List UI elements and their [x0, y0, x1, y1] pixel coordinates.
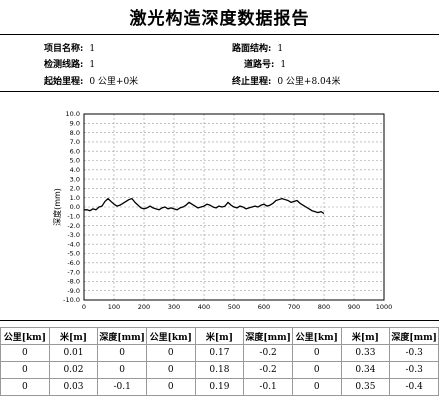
- depth-data-table: 公里[km] 米[m] 深度[mm] 公里[km] 米[m] 深度[mm] 公里[km] 米[…: [0, 327, 439, 396]
- x-tick-label: 800: [318, 303, 330, 311]
- table-cell: 0: [145, 361, 196, 379]
- table-cell: 0: [0, 361, 50, 379]
- table-cell: -0.1: [97, 378, 147, 396]
- y-tick-label: -2.0: [67, 222, 80, 230]
- table-row: 0 0.02 0 0 0.18 -0.2 0 0.34 -0.3: [0, 361, 439, 379]
- y-tick-label: 9.0: [70, 120, 80, 128]
- y-tick-label: 6.0: [70, 147, 80, 155]
- y-tick-label: -9.0: [67, 287, 80, 295]
- table-cell: 0: [291, 361, 342, 379]
- table-cell: 0.18: [194, 361, 245, 379]
- x-tick-label: 200: [138, 303, 150, 311]
- x-tick-label: 1000: [376, 303, 393, 311]
- table-cell: -0.3: [389, 361, 439, 379]
- lane-number-label: 道路号:: [244, 60, 275, 70]
- detection-line-label: 检测线路:: [44, 60, 84, 70]
- project-name-label: 项目名称:: [44, 44, 84, 54]
- x-tick-label: 100: [108, 303, 120, 311]
- y-tick-label: 2.0: [70, 185, 80, 193]
- column-header: 公里[km]: [291, 327, 342, 345]
- y-tick-label: -3.0: [67, 231, 80, 239]
- start-mileage-value: 0 公里+0米: [89, 77, 139, 87]
- y-tick-label: 10.0: [66, 110, 80, 118]
- y-tick-label: 1.0: [70, 194, 80, 202]
- table-cell: 0: [291, 378, 342, 396]
- table-cell: 0: [97, 344, 147, 362]
- road-structure-value: 1: [277, 44, 284, 54]
- x-tick-label: 500: [228, 303, 240, 311]
- column-header: 米[m]: [194, 327, 245, 345]
- road-structure-field: 路面结构: 1: [232, 41, 283, 54]
- end-mileage-field: 终止里程: 0 公里+8.04米: [232, 74, 341, 87]
- table-cell: 0.03: [48, 378, 99, 396]
- column-header: 公里[km]: [145, 327, 196, 345]
- y-tick-label: 0.0: [70, 203, 80, 211]
- x-tick-label: 600: [258, 303, 270, 311]
- table-cell: -0.2: [243, 344, 293, 362]
- info-divider: [0, 91, 439, 92]
- y-axis-label: 深度(mm): [52, 188, 62, 226]
- table-cell: -0.4: [389, 378, 439, 396]
- chart-divider: [0, 320, 439, 321]
- column-header: 深度[mm]: [97, 327, 147, 345]
- report-title: 激光构造深度数据报告: [129, 9, 310, 29]
- detection-line-field: 检测线路: 1: [44, 57, 95, 70]
- x-tick-label: 400: [198, 303, 210, 311]
- y-tick-label: 7.0: [70, 138, 80, 146]
- column-header: 深度[mm]: [243, 327, 293, 345]
- depth-line-chart: 10.0 9.08.07.06.0 5.04.03.0 2.01.00.0 -1.0-2…: [52, 110, 393, 311]
- x-tick-label: 700: [288, 303, 300, 311]
- column-header: 米[m]: [48, 327, 99, 345]
- table-cell: 0.02: [48, 361, 99, 379]
- y-tick-label: -1.0: [67, 213, 80, 221]
- start-mileage-field: 起始里程: 0 公里+0米: [44, 74, 138, 87]
- table-cell: 0.35: [340, 378, 391, 396]
- end-mileage-value: 0 公里+8.04米: [277, 77, 341, 87]
- road-structure-label: 路面结构:: [232, 44, 272, 54]
- x-tick-label: 900: [348, 303, 360, 311]
- table-row: 0 0.03 -0.1 0 0.19 -0.1 0 0.35 -0.4: [0, 378, 439, 396]
- project-name-value: 1: [89, 44, 96, 54]
- y-tick-label: 8.0: [70, 129, 80, 137]
- title-divider: [0, 34, 439, 35]
- table-cell: -0.2: [243, 361, 293, 379]
- table-cell: 0: [145, 344, 196, 362]
- x-tick-label: 300: [168, 303, 180, 311]
- table-header-row: 公里[km] 米[m] 深度[mm] 公里[km] 米[m] 深度[mm] 公里[km] 米[…: [0, 327, 439, 345]
- table-cell: 0.01: [48, 344, 99, 362]
- table-row: 0 0.01 0 0 0.17 -0.2 0 0.33 -0.3: [0, 344, 439, 362]
- end-mileage-label: 终止里程:: [232, 77, 272, 87]
- table-cell: 0.17: [194, 344, 245, 362]
- table-cell: -0.3: [389, 344, 439, 362]
- lane-number-value: 1: [280, 60, 287, 70]
- table-cell: -0.1: [243, 378, 293, 396]
- y-tick-label: -6.0: [67, 259, 80, 267]
- y-tick-label: -7.0: [67, 268, 80, 276]
- table-cell: 0.19: [194, 378, 245, 396]
- table-cell: 0: [0, 344, 50, 362]
- x-tick-label: 0: [82, 303, 86, 311]
- plot-area-frame: [83, 113, 385, 301]
- table-cell: 0: [0, 378, 50, 396]
- project-name-field: 项目名称: 1: [44, 41, 95, 54]
- table-cell: 0: [145, 378, 196, 396]
- start-mileage-label: 起始里程:: [44, 77, 84, 87]
- table-cell: 0: [291, 344, 342, 362]
- detection-line-value: 1: [89, 60, 96, 70]
- table-cell: 0.34: [340, 361, 391, 379]
- table-cell: 0.33: [340, 344, 391, 362]
- y-tick-label: -5.0: [67, 250, 80, 258]
- y-tick-label: 4.0: [70, 166, 80, 174]
- y-tick-label: -8.0: [67, 278, 80, 286]
- table-cell: 0: [97, 361, 147, 379]
- y-tick-label: -4.0: [67, 240, 80, 248]
- column-header: 米[m]: [340, 327, 391, 345]
- column-header: 深度[mm]: [389, 327, 439, 345]
- y-tick-label: 5.0: [70, 157, 80, 165]
- column-header: 公里[km]: [0, 327, 50, 345]
- lane-number-field: 道路号: 1: [244, 57, 286, 70]
- depth-series-line: [84, 197, 325, 215]
- y-tick-label: -10.0: [63, 296, 80, 304]
- y-tick-label: 3.0: [70, 175, 80, 183]
